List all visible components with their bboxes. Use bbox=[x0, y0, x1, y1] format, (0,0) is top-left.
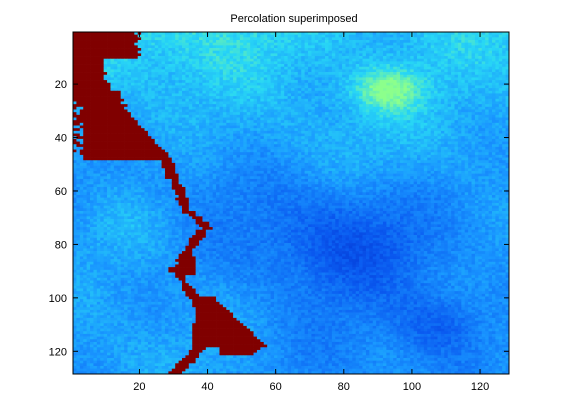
y-tick-label: 120 bbox=[49, 346, 67, 358]
x-tick-label: 60 bbox=[270, 381, 282, 393]
chart-title: Percolation superimposed bbox=[230, 13, 357, 25]
axes-frame bbox=[72, 31, 510, 375]
y-tick-label: 20 bbox=[55, 79, 67, 91]
x-tick-label: 20 bbox=[133, 381, 145, 393]
x-tick-label: 40 bbox=[201, 381, 213, 393]
y-axis: 20 40 60 80 100 120 bbox=[49, 79, 509, 358]
x-tick-label: 80 bbox=[338, 381, 350, 393]
heatmap-cells bbox=[73, 32, 509, 374]
y-tick-label: 80 bbox=[55, 239, 67, 251]
x-tick-label: 120 bbox=[471, 381, 489, 393]
y-tick-label: 60 bbox=[55, 186, 67, 198]
x-tick-label: 100 bbox=[403, 381, 421, 393]
y-tick-label: 40 bbox=[55, 133, 67, 145]
x-axis: 20 40 60 80 100 120 bbox=[133, 32, 489, 393]
y-tick-label: 100 bbox=[49, 293, 67, 305]
